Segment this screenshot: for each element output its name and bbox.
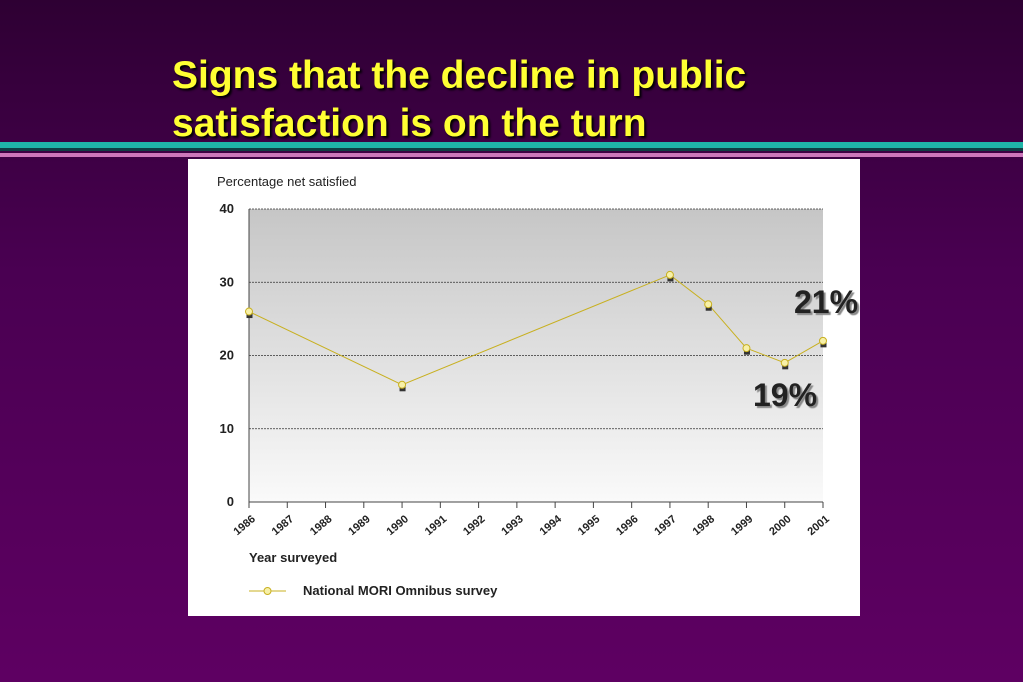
x-tick-label-1989: 1989: [346, 513, 372, 538]
y-tick-label-10: 10: [220, 421, 234, 436]
x-tick-label-1993: 1993: [499, 513, 525, 538]
x-tick-label-1992: 1992: [461, 513, 487, 538]
slide-title-line-1: Signs that the decline in public: [172, 54, 747, 97]
legend: National MORI Omnibus survey: [249, 583, 498, 598]
x-tick-label-1987: 1987: [270, 513, 296, 538]
legend-label: National MORI Omnibus survey: [303, 583, 498, 598]
x-tick-label-1995: 1995: [576, 513, 602, 538]
x-tick-label-1990: 1990: [385, 513, 411, 538]
slide-title: Signs that the decline in public satisfa…: [172, 52, 972, 148]
data-point-2001: [819, 336, 827, 345]
data-point-1990: [398, 380, 407, 389]
x-tick-label-2000: 2000: [767, 513, 793, 538]
x-axis-label: Year surveyed: [249, 550, 337, 565]
y-tick-label-0: 0: [227, 494, 234, 509]
x-tick-label-1994: 1994: [538, 513, 565, 538]
y-tick-label-30: 30: [220, 274, 234, 289]
y-tick-label-40: 40: [220, 201, 234, 216]
chart-panel: 0 10 20 30 40 1986 1987 1988 1989 1990 1991 1992 199…: [188, 159, 860, 616]
data-point-1997: [665, 270, 674, 279]
y-tick-label-20: 20: [220, 348, 234, 363]
x-tick-label-2001: 2001: [805, 513, 831, 538]
data-point-2000: [780, 358, 789, 367]
title-rule-pink: [0, 153, 1023, 157]
chart-title: Percentage net satisfied: [217, 174, 356, 189]
x-tick-label-1986: 1986: [231, 513, 257, 538]
x-tick-label-1999: 1999: [729, 513, 755, 538]
callout-2000: 19%: [753, 377, 818, 413]
title-rule-teal: [0, 142, 1023, 148]
x-tick-label-1997: 1997: [652, 513, 678, 538]
x-tick-label-1988: 1988: [308, 513, 334, 538]
callout-2001: 21%: [794, 284, 859, 320]
title-rule-dark: [0, 148, 1023, 151]
data-point-1999: [742, 344, 751, 353]
x-tick-label-1998: 1998: [691, 513, 717, 538]
data-point-1998: [704, 300, 713, 309]
line-chart: 0 10 20 30 40 1986 1987 1988 1989 1990 1991 1992 199…: [217, 174, 832, 598]
x-tick-label-1991: 1991: [423, 513, 449, 538]
slide-title-line-2: satisfaction is on the turn: [172, 102, 647, 145]
legend-marker: [263, 587, 272, 595]
data-point-1986: [245, 307, 253, 316]
x-tick-label-1996: 1996: [614, 513, 640, 538]
